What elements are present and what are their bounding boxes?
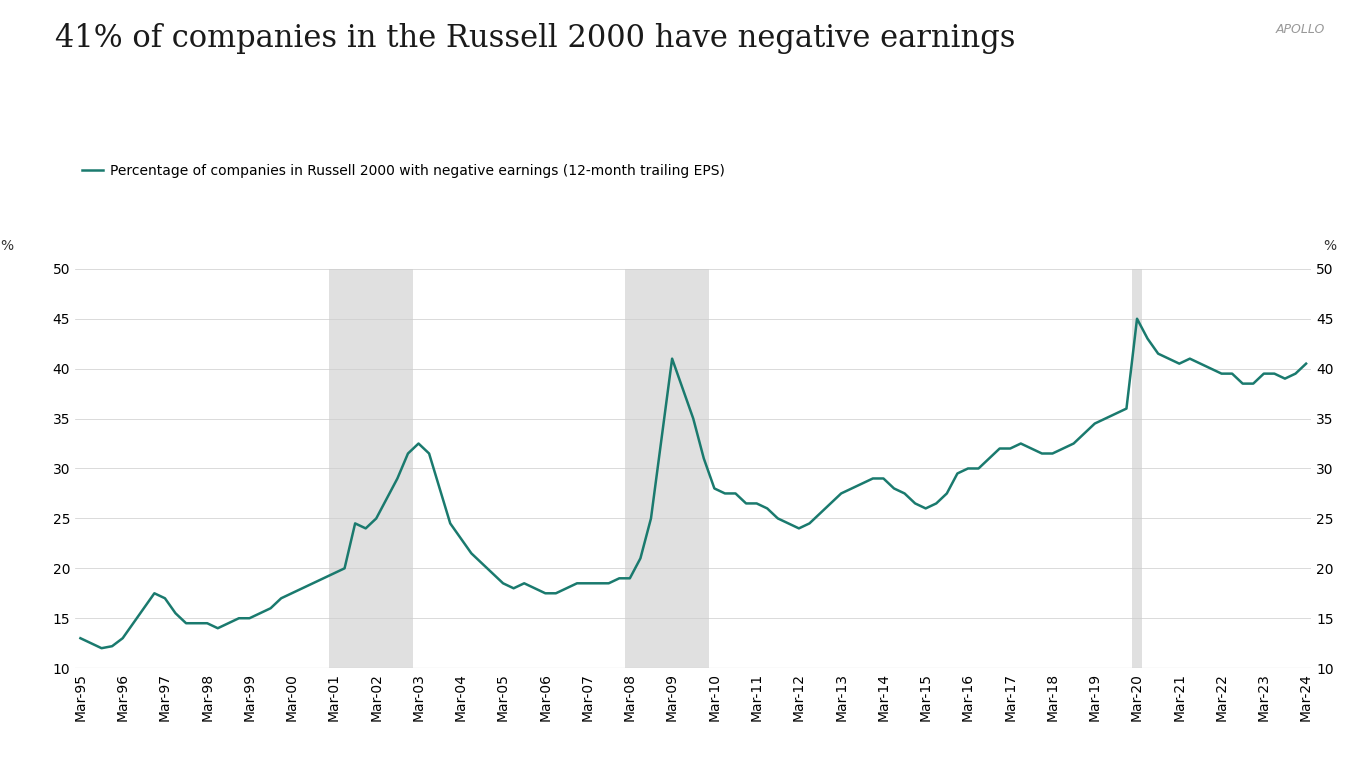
Bar: [624, 269, 709, 668]
Legend: Percentage of companies in Russell 2000 with negative earnings (12-month trailin: Percentage of companies in Russell 2000 …: [82, 164, 725, 178]
Text: 41% of companies in the Russell 2000 have negative earnings: 41% of companies in the Russell 2000 hav…: [55, 23, 1015, 54]
Text: %: %: [0, 239, 14, 253]
Text: APOLLO: APOLLO: [1276, 23, 1325, 36]
Bar: [1132, 269, 1142, 668]
Bar: [329, 269, 414, 668]
Text: %: %: [1324, 239, 1337, 253]
